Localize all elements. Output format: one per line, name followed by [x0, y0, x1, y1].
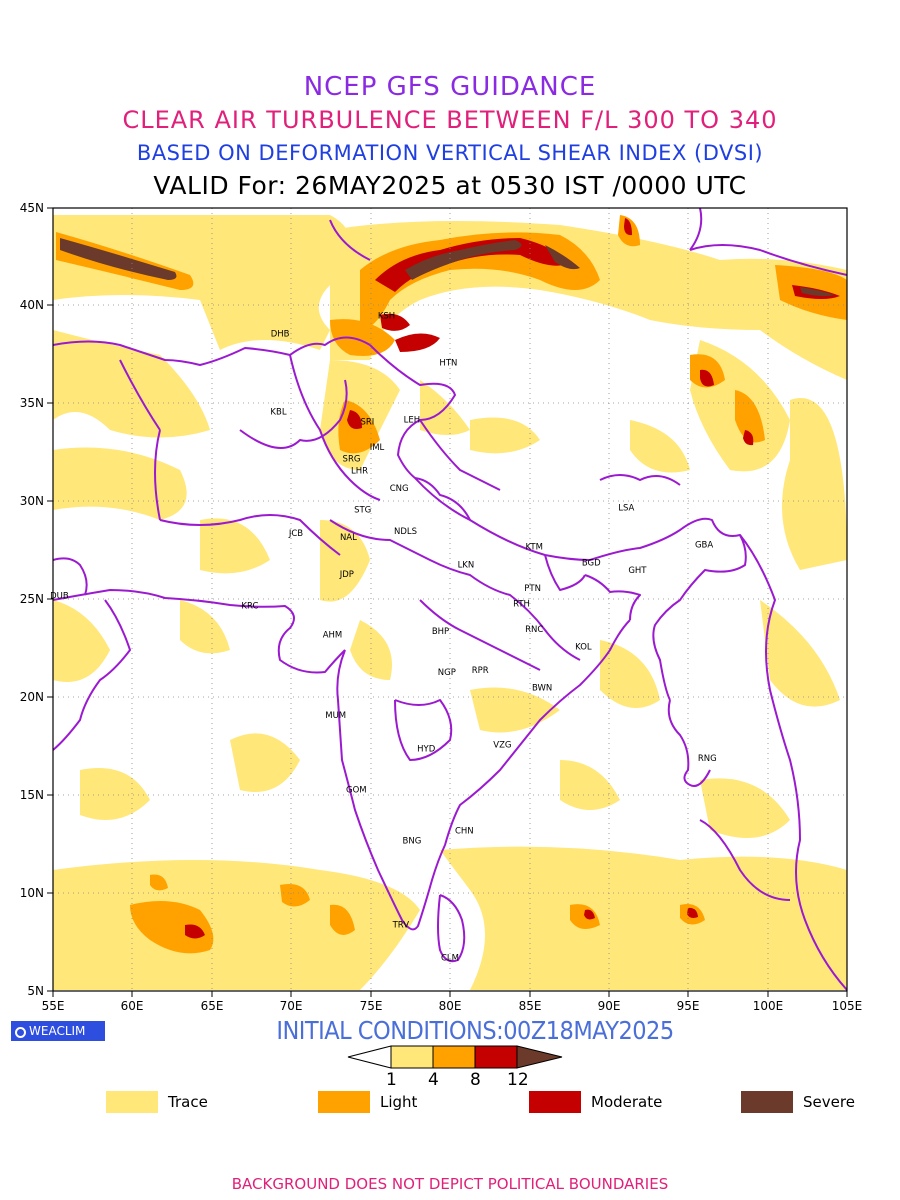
colorbar-tick: 1 [386, 1070, 397, 1090]
station-label-bgd: BGD [582, 558, 601, 568]
lat-label: 20N [20, 690, 44, 704]
title-product: CLEAR AIR TURBULENCE BETWEEN F/L 300 TO … [122, 106, 778, 134]
lat-label: 40N [20, 298, 44, 312]
station-label-rnc: RNC [525, 625, 543, 635]
station-label-ght: GHT [628, 566, 647, 576]
disclaimer-footer: BACKGROUND DOES NOT DEPICT POLITICAL BOU… [231, 1175, 669, 1193]
station-label-iml: IML [370, 443, 385, 453]
lat-label: 25N [20, 592, 44, 606]
station-label-cng: CNG [390, 484, 409, 494]
station-label-ngp: NGP [438, 668, 456, 678]
station-label-trv: TRV [392, 920, 410, 930]
colorbar-tick: 12 [507, 1070, 529, 1090]
logo-ring-icon [15, 1027, 26, 1038]
station-label-hyd: HYD [417, 744, 436, 754]
station-label-bwn: BWN [532, 684, 552, 694]
station-label-htn: HTN [439, 359, 457, 369]
station-label-lkn: LKN [458, 560, 475, 570]
station-label-ndls: NDLS [394, 527, 417, 537]
lon-label: 55E [42, 999, 65, 1013]
turbulence-fields [53, 215, 847, 990]
colorbar-segment-moderate [474, 1045, 518, 1069]
title-method: BASED ON DEFORMATION VERTICAL SHEAR INDE… [136, 141, 764, 165]
legend-swatch [318, 1091, 370, 1113]
colorbar [347, 1045, 563, 1069]
lon-label: 70E [280, 999, 303, 1013]
lat-label: 10N [20, 886, 44, 900]
station-label-vzg: VZG [493, 740, 511, 750]
legend-label: Trace [168, 1093, 208, 1111]
lon-label: 90E [598, 999, 621, 1013]
legend-swatch [106, 1091, 158, 1113]
lat-label: 45N [20, 201, 44, 215]
station-label-ksh: KSH [378, 312, 395, 322]
axis-ticks [47, 207, 848, 997]
station-label-dub: DUB [50, 592, 69, 602]
lat-label: 15N [20, 788, 44, 802]
lat-lon-grid [53, 208, 847, 991]
lon-label: 75E [360, 999, 383, 1013]
country-outlines [53, 208, 847, 991]
colorbar-tick: 8 [470, 1070, 481, 1090]
lon-label: 60E [121, 999, 144, 1013]
station-label-sri: SRI [360, 417, 374, 427]
lat-label: 35N [20, 396, 44, 410]
station-label-kbl: KBL [270, 408, 286, 418]
station-label-leh: LEH [404, 415, 421, 425]
station-label-rng: RNG [698, 754, 717, 764]
colorbar-segment-light [432, 1045, 476, 1069]
legend-swatch [741, 1091, 793, 1113]
lon-label: 95E [677, 999, 700, 1013]
lon-label: 105E [832, 999, 863, 1013]
station-label-gom: GOM [346, 785, 367, 795]
colorbar-lower-arrow [347, 1045, 392, 1069]
station-label-dhb: DHB [271, 329, 290, 339]
station-label-stg: STG [354, 506, 371, 516]
lat-label: 30N [20, 494, 44, 508]
colorbar-upper-arrow [516, 1045, 563, 1069]
station-label-lhr: LHR [351, 466, 368, 476]
colorbar-tick: 4 [428, 1070, 439, 1090]
station-label-clm: CLM [441, 954, 459, 964]
station-label-rpr: RPR [472, 666, 489, 676]
legend-swatch [529, 1091, 581, 1113]
colorbar-segment-trace [390, 1045, 434, 1069]
legend-label: Light [380, 1093, 418, 1111]
station-label-kol: KOL [575, 643, 592, 653]
longitude-labels: 55E 60E 65E 70E 75E 80E 85E 90E 95E 100E… [42, 999, 863, 1013]
station-label-srg: SRG [343, 455, 361, 465]
station-label-bng: BNG [403, 836, 422, 846]
legend-label: Severe [803, 1093, 855, 1111]
lat-label: 5N [27, 984, 44, 998]
station-label-krc: KRC [241, 601, 258, 611]
title-valid-time: VALID For: 26MAY2025 at 0530 IST /0000 U… [153, 171, 747, 200]
station-label-jdp: JDP [339, 570, 354, 580]
lon-label: 85E [519, 999, 542, 1013]
logo-text: WEACLIM [29, 1024, 86, 1038]
station-label-rth: RTH [513, 599, 530, 609]
title-guidance: NCEP GFS GUIDANCE [303, 72, 597, 102]
lon-label: 80E [439, 999, 462, 1013]
initial-conditions: INITIAL CONDITIONS:00Z18MAY2025 [276, 1016, 674, 1045]
station-label-ptn: PTN [524, 584, 541, 594]
station-label-mum: MUM [325, 711, 346, 721]
weaclim-logo: WEACLIM [11, 1021, 105, 1041]
station-label-bhp: BHP [432, 627, 449, 637]
station-label-ktm: KTM [525, 543, 542, 553]
station-label-lsa: LSA [618, 504, 634, 514]
station-label-ahm: AHM [323, 631, 343, 641]
legend-label: Moderate [591, 1093, 663, 1111]
station-label-gba: GBA [695, 541, 713, 551]
latitude-labels: 45N 40N 35N 30N 25N 20N 15N 10N 5N [20, 201, 44, 998]
station-label-jcb: JCB [288, 529, 303, 539]
lon-label: 65E [201, 999, 224, 1013]
lon-label: 100E [753, 999, 784, 1013]
station-label-nal: NAL [340, 533, 357, 543]
station-label-chn: CHN [455, 827, 474, 837]
